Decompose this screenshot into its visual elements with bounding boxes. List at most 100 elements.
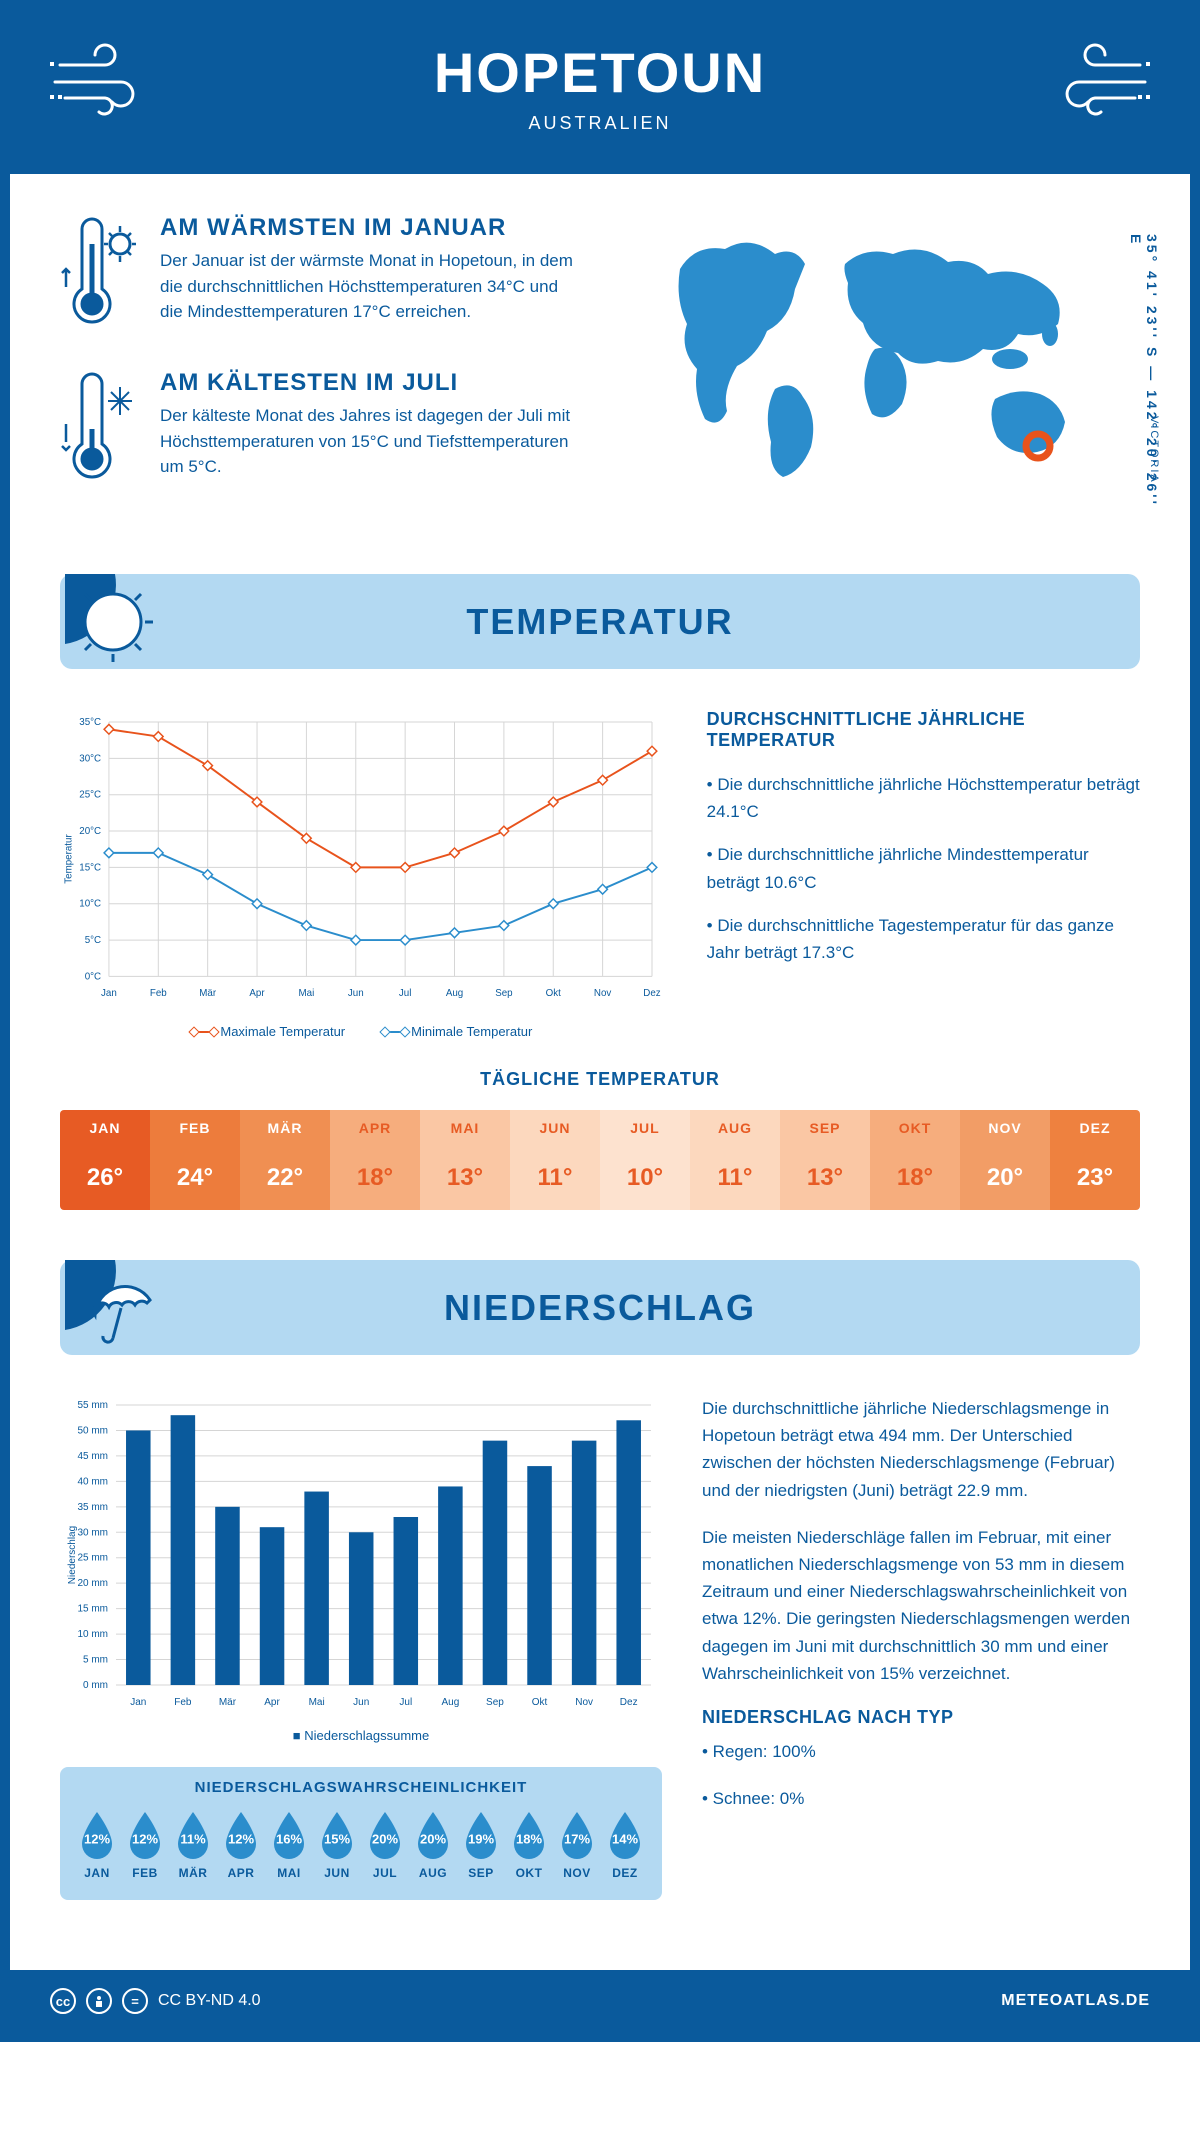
svg-text:Jun: Jun	[353, 1697, 369, 1708]
warmest-text: Der Januar ist der wärmste Monat in Hope…	[160, 248, 580, 325]
temperature-banner: TEMPERATUR	[60, 574, 1140, 669]
footer: cc = CC BY-ND 4.0 METEOATLAS.DE	[10, 1970, 1190, 2032]
coldest-title: AM KÄLTESTEN IM JULI	[160, 369, 580, 397]
map-block: 35° 41' 23'' S — 142° 20' 26'' E VICTORI…	[620, 214, 1140, 524]
intro-section: AM WÄRMSTEN IM JANUAR Der Januar ist der…	[60, 214, 1140, 524]
temp-cell: JUN11°	[510, 1110, 600, 1210]
temp-cell: DEZ23°	[1050, 1110, 1140, 1210]
umbrella-icon	[60, 1260, 180, 1355]
precipitation-banner-title: NIEDERSCHLAG	[444, 1287, 756, 1329]
drop-cell: 15%JUN	[316, 1810, 358, 1880]
precipitation-chart-block: 0 mm5 mm10 mm15 mm20 mm25 mm30 mm35 mm40…	[60, 1395, 662, 1900]
precip-para-1: Die durchschnittliche jährliche Niedersc…	[702, 1395, 1140, 1504]
precip-type-title: NIEDERSCHLAG NACH TYP	[702, 1707, 1140, 1728]
svg-text:Niederschlag: Niederschlag	[67, 1526, 78, 1584]
svg-text:15 mm: 15 mm	[77, 1604, 108, 1615]
svg-text:50 mm: 50 mm	[77, 1425, 108, 1436]
svg-text:20 mm: 20 mm	[77, 1578, 108, 1589]
svg-text:Apr: Apr	[249, 988, 265, 999]
warmest-block: AM WÄRMSTEN IM JANUAR Der Januar ist der…	[60, 214, 580, 339]
region-label: VICTORIA	[1148, 416, 1160, 484]
svg-text:Apr: Apr	[264, 1697, 280, 1708]
svg-text:20°C: 20°C	[79, 826, 101, 837]
svg-text:35 mm: 35 mm	[77, 1502, 108, 1513]
wind-icon	[50, 40, 170, 120]
svg-text:10°C: 10°C	[79, 899, 101, 910]
footer-brand: METEOATLAS.DE	[1001, 1992, 1150, 2010]
svg-text:Aug: Aug	[446, 988, 463, 999]
svg-text:5 mm: 5 mm	[83, 1655, 108, 1666]
precip-type-2: • Schnee: 0%	[702, 1785, 1140, 1812]
temperature-row: 0°C 5°C 10°C 15°C 20°C 25°C 30°C 35°C Jan Feb Mär A…	[60, 709, 1140, 1039]
precipitation-info: Die durchschnittliche jährliche Niedersc…	[702, 1395, 1140, 1900]
world-map-icon	[620, 214, 1140, 494]
svg-text:25 mm: 25 mm	[77, 1553, 108, 1564]
page-title: HOPETOUN	[50, 40, 1150, 105]
temp-cell: JAN26°	[60, 1110, 150, 1210]
svg-text:0°C: 0°C	[85, 971, 101, 982]
temp-cell: OKT18°	[870, 1110, 960, 1210]
temperature-banner-title: TEMPERATUR	[466, 601, 733, 643]
svg-text:35°C: 35°C	[79, 717, 101, 728]
svg-text:15°C: 15°C	[79, 862, 101, 873]
probability-row: 12%JAN12%FEB11%MÄR12%APR16%MAI15%JUN20%J…	[76, 1810, 646, 1880]
svg-text:Feb: Feb	[150, 988, 167, 999]
infographic-container: HOPETOUN AUSTRALIEN	[0, 0, 1200, 2042]
svg-text:Dez: Dez	[620, 1697, 638, 1708]
legend-min-label: Minimale Temperatur	[411, 1024, 532, 1039]
svg-text:Nov: Nov	[594, 988, 611, 999]
temperature-line-chart: 0°C 5°C 10°C 15°C 20°C 25°C 30°C 35°C Jan Feb Mär A…	[60, 709, 667, 1009]
svg-text:25°C: 25°C	[79, 790, 101, 801]
bar-legend-label: Niederschlagssumme	[60, 1728, 662, 1743]
temp-bullet-2: • Die durchschnittliche jährliche Mindes…	[707, 841, 1140, 895]
drop-cell: 16%MAI	[268, 1810, 310, 1880]
svg-text:10 mm: 10 mm	[77, 1629, 108, 1640]
header: HOPETOUN AUSTRALIEN	[10, 10, 1190, 174]
daily-temp-section: TÄGLICHE TEMPERATUR JAN26°FEB24°MÄR22°AP…	[60, 1069, 1140, 1210]
coldest-text: Der kälteste Monat des Jahres ist dagege…	[160, 403, 580, 480]
svg-text:Feb: Feb	[174, 1697, 192, 1708]
temp-cell: FEB24°	[150, 1110, 240, 1210]
thermometer-hot-icon	[60, 214, 140, 339]
drop-cell: 19%SEP	[460, 1810, 502, 1880]
content: AM WÄRMSTEN IM JANUAR Der Januar ist der…	[10, 174, 1190, 1970]
svg-text:Temperatur: Temperatur	[64, 834, 75, 884]
temp-cell: SEP13°	[780, 1110, 870, 1210]
legend-max-label: Maximale Temperatur	[220, 1024, 345, 1039]
svg-text:Jul: Jul	[399, 988, 411, 999]
cc-icon: cc	[50, 1988, 76, 2014]
precip-type-1: • Regen: 100%	[702, 1738, 1140, 1765]
temperature-chart-block: 0°C 5°C 10°C 15°C 20°C 25°C 30°C 35°C Jan Feb Mär A…	[60, 709, 667, 1039]
svg-text:30 mm: 30 mm	[77, 1527, 108, 1538]
daily-temp-table: JAN26°FEB24°MÄR22°APR18°MAI13°JUN11°JUL1…	[60, 1110, 1140, 1210]
temperature-info: DURCHSCHNITTLICHE JÄHRLICHE TEMPERATUR •…	[707, 709, 1140, 1039]
temp-cell: JUL10°	[600, 1110, 690, 1210]
drop-cell: 12%JAN	[76, 1810, 118, 1880]
svg-text:55 mm: 55 mm	[77, 1400, 108, 1411]
svg-text:30°C: 30°C	[79, 753, 101, 764]
temp-cell: APR18°	[330, 1110, 420, 1210]
temp-bullet-1: • Die durchschnittliche jährliche Höchst…	[707, 771, 1140, 825]
drop-cell: 11%MÄR	[172, 1810, 214, 1880]
temperature-legend: Maximale Temperatur Minimale Temperatur	[60, 1024, 667, 1039]
precipitation-banner: NIEDERSCHLAG	[60, 1260, 1140, 1355]
svg-text:45 mm: 45 mm	[77, 1451, 108, 1462]
svg-text:Dez: Dez	[643, 988, 660, 999]
license-text: CC BY-ND 4.0	[158, 1992, 261, 2010]
temp-bullet-3: • Die durchschnittliche Tagestemperatur …	[707, 912, 1140, 966]
drop-cell: 18%OKT	[508, 1810, 550, 1880]
svg-text:0 mm: 0 mm	[83, 1680, 108, 1691]
temp-info-title: DURCHSCHNITTLICHE JÄHRLICHE TEMPERATUR	[707, 709, 1140, 751]
nd-icon: =	[122, 1988, 148, 2014]
probability-box: NIEDERSCHLAGSWAHRSCHEINLICHKEIT 12%JAN12…	[60, 1767, 662, 1900]
svg-text:Sep: Sep	[486, 1697, 504, 1708]
drop-cell: 12%FEB	[124, 1810, 166, 1880]
svg-text:Mär: Mär	[199, 988, 217, 999]
svg-text:Mai: Mai	[309, 1697, 325, 1708]
temp-cell: MÄR22°	[240, 1110, 330, 1210]
svg-text:5°C: 5°C	[85, 935, 101, 946]
page-subtitle: AUSTRALIEN	[50, 113, 1150, 134]
daily-temp-title: TÄGLICHE TEMPERATUR	[60, 1069, 1140, 1090]
svg-text:Okt: Okt	[546, 988, 561, 999]
svg-text:Jan: Jan	[101, 988, 117, 999]
